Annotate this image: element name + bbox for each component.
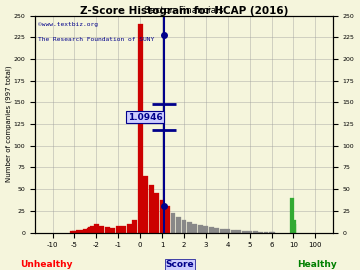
Bar — [90, 225, 95, 232]
Bar — [247, 231, 252, 232]
Bar — [291, 224, 296, 232]
Bar — [70, 231, 75, 232]
Bar — [92, 228, 97, 232]
Bar — [81, 230, 86, 232]
Bar — [165, 207, 170, 232]
Text: Healthy: Healthy — [297, 260, 337, 269]
Bar — [242, 231, 247, 232]
Bar — [231, 230, 236, 232]
Bar — [171, 213, 175, 232]
Title: Z-Score Histogram for HCAP (2016): Z-Score Histogram for HCAP (2016) — [80, 6, 288, 16]
Bar — [290, 198, 294, 232]
Bar — [83, 229, 88, 232]
Bar — [187, 222, 192, 232]
Bar — [291, 220, 296, 232]
Bar — [116, 227, 121, 232]
Bar — [132, 220, 137, 232]
Bar — [181, 220, 186, 232]
Bar — [193, 224, 197, 232]
Text: Score: Score — [166, 260, 194, 269]
Bar — [236, 230, 241, 232]
Bar — [253, 231, 257, 232]
Text: ©www.textbiz.org: ©www.textbiz.org — [38, 22, 98, 27]
Bar — [121, 225, 126, 232]
Bar — [94, 224, 99, 232]
Bar — [72, 231, 77, 232]
Text: The Research Foundation of SUNY: The Research Foundation of SUNY — [38, 37, 154, 42]
Bar — [209, 227, 214, 232]
Bar — [99, 227, 104, 232]
Bar — [159, 200, 165, 232]
Text: 1.0946: 1.0946 — [127, 113, 162, 122]
Bar — [154, 194, 159, 232]
Bar — [105, 227, 110, 232]
Text: Unhealthy: Unhealthy — [21, 260, 73, 269]
Bar — [220, 229, 225, 232]
Bar — [143, 176, 148, 232]
Bar — [111, 228, 115, 232]
Bar — [127, 224, 132, 232]
Bar — [203, 225, 208, 232]
Bar — [225, 229, 230, 232]
Bar — [149, 185, 153, 232]
Bar — [138, 24, 143, 232]
Text: Sector: Financials: Sector: Financials — [144, 5, 224, 15]
Bar — [215, 228, 219, 232]
Bar — [76, 230, 81, 232]
Bar — [77, 231, 82, 232]
Bar — [79, 231, 84, 232]
Bar — [176, 217, 181, 232]
Bar — [198, 225, 203, 232]
Bar — [89, 227, 93, 232]
Bar — [85, 230, 90, 232]
Y-axis label: Number of companies (997 total): Number of companies (997 total) — [5, 66, 12, 182]
Bar — [87, 228, 91, 232]
